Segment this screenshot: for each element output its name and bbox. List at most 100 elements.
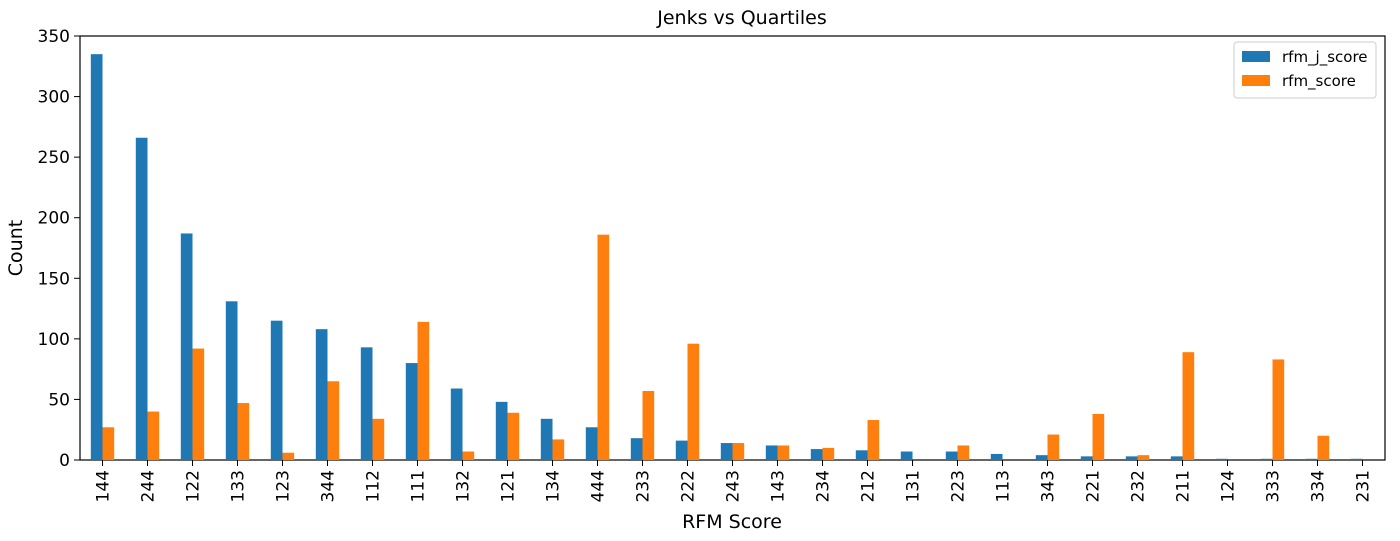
bar-rfm_score-243 xyxy=(732,443,745,460)
x-tick-label: 133 xyxy=(229,470,249,502)
bar-rfm_j_score-212 xyxy=(855,450,868,460)
y-tick-label: 100 xyxy=(38,330,70,350)
x-tick-label: 121 xyxy=(499,470,519,502)
x-tick-label: 222 xyxy=(679,470,699,502)
x-tick-label: 124 xyxy=(1219,470,1239,502)
x-tick-label: 211 xyxy=(1174,470,1194,502)
x-tick-label: 212 xyxy=(859,470,879,502)
x-tick-label: 144 xyxy=(94,470,114,502)
bar-rfm_j_score-132 xyxy=(450,388,463,460)
bar-rfm_j_score-344 xyxy=(315,329,328,460)
legend: rfm_j_score rfm_score xyxy=(1233,41,1377,99)
x-tick-label: 131 xyxy=(904,470,924,502)
y-tick-label: 300 xyxy=(38,88,70,108)
bar-rfm_j_score-231 xyxy=(1350,458,1363,460)
x-tick-label: 112 xyxy=(364,470,384,502)
bar-rfm_score-334 xyxy=(1317,435,1330,460)
chart-title: Jenks vs Quartiles xyxy=(656,7,827,29)
bar-rfm_j_score-243 xyxy=(720,443,733,460)
bar-rfm_score-344 xyxy=(327,381,340,460)
bar-rfm_j_score-334 xyxy=(1305,458,1318,460)
x-tick-label: 244 xyxy=(139,470,159,502)
x-tick-label: 134 xyxy=(544,470,564,502)
x-tick-label: 333 xyxy=(1264,470,1284,502)
x-tick-label: 122 xyxy=(184,470,204,502)
x-tick-label: 343 xyxy=(1039,470,1059,502)
bar-rfm_j_score-112 xyxy=(360,347,373,460)
y-axis-title: Count xyxy=(5,220,27,276)
x-tick-label: 223 xyxy=(949,470,969,502)
bar-rfm_j_score-134 xyxy=(540,418,553,460)
bar-rfm_score-112 xyxy=(372,418,385,460)
bar-rfm_score-221 xyxy=(1092,413,1105,460)
bar-rfm_score-132 xyxy=(462,451,475,460)
bar-rfm_j_score-143 xyxy=(765,445,778,460)
x-tick-label: 234 xyxy=(814,470,834,502)
plot-area: 0 50 100 150 200 250 300 350 144 244 122 133 123 344 1… xyxy=(38,27,1386,502)
bar-rfm_j_score-122 xyxy=(180,233,193,460)
bar-rfm_j_score-111 xyxy=(405,363,418,460)
bar-rfm_score-133 xyxy=(237,403,250,460)
x-tick-label: 143 xyxy=(769,470,789,502)
bar-rfm_j_score-343 xyxy=(1035,455,1048,460)
bar-rfm_j_score-232 xyxy=(1125,456,1138,460)
x-tick-label: 344 xyxy=(319,470,339,502)
legend-swatch-rfm_score xyxy=(1242,75,1270,86)
x-tick-label: 233 xyxy=(634,470,654,502)
bar-rfm_j_score-221 xyxy=(1080,456,1093,460)
x-tick-label: 444 xyxy=(589,470,609,502)
legend-label-rfm_score: rfm_score xyxy=(1282,72,1356,91)
y-tick-label: 250 xyxy=(38,148,70,168)
bar-rfm_j_score-124 xyxy=(1215,458,1228,460)
bar-rfm_score-211 xyxy=(1182,352,1195,460)
x-axis-title: RFM Score xyxy=(682,511,782,533)
y-tick-label: 150 xyxy=(38,269,70,289)
x-tick-label: 243 xyxy=(724,470,744,502)
bar-rfm_score-212 xyxy=(867,420,880,460)
bar-rfm_score-111 xyxy=(417,321,430,460)
bar-rfm_j_score-233 xyxy=(630,438,643,460)
x-tick-label: 232 xyxy=(1129,470,1149,502)
bar-rfm_j_score-113 xyxy=(990,453,1003,460)
bar-rfm_score-222 xyxy=(687,343,700,460)
bar-rfm_score-121 xyxy=(507,412,520,460)
bar-rfm_j_score-123 xyxy=(270,320,283,460)
y-tick-label: 200 xyxy=(38,209,70,229)
x-tick-label: 334 xyxy=(1309,470,1329,502)
bar-rfm_score-244 xyxy=(147,411,160,460)
x-tick-label: 111 xyxy=(409,470,429,502)
bar-rfm_score-343 xyxy=(1047,434,1060,460)
x-tick-label: 113 xyxy=(994,470,1014,502)
bar-rfm_score-232 xyxy=(1137,455,1150,460)
bar-rfm_score-234 xyxy=(822,447,835,460)
y-tick-label: 50 xyxy=(48,390,70,410)
bar-rfm_j_score-131 xyxy=(900,451,913,460)
bar-rfm_score-333 xyxy=(1272,359,1285,460)
bar-rfm_score-144 xyxy=(102,427,115,460)
bar-rfm_j_score-144 xyxy=(90,54,103,461)
x-tick-label: 231 xyxy=(1354,470,1374,502)
bar-rfm_j_score-333 xyxy=(1260,458,1273,460)
bar-rfm_score-122 xyxy=(192,348,205,460)
bar-rfm_score-134 xyxy=(552,439,565,460)
bar-rfm_j_score-223 xyxy=(945,451,958,460)
legend-swatch-rfm_j_score xyxy=(1242,51,1270,62)
x-tick-label: 123 xyxy=(274,470,294,502)
bar-rfm_score-143 xyxy=(777,445,790,460)
bar-rfm_score-123 xyxy=(282,452,295,460)
bar-rfm_score-223 xyxy=(957,445,970,460)
bar-rfm_score-233 xyxy=(642,390,655,460)
y-tick-label: 0 xyxy=(59,451,70,471)
x-tick-label: 132 xyxy=(454,470,474,502)
bar-rfm_j_score-211 xyxy=(1170,456,1183,460)
legend-label-rfm_j_score: rfm_j_score xyxy=(1282,48,1368,67)
bar-rfm_j_score-222 xyxy=(675,440,688,460)
y-tick-label: 350 xyxy=(38,27,70,47)
bar-rfm_j_score-444 xyxy=(585,427,598,460)
bar-rfm_j_score-121 xyxy=(495,401,508,460)
bar-rfm_j_score-234 xyxy=(810,449,823,460)
bar-rfm_j_score-244 xyxy=(135,137,148,460)
x-tick-label: 221 xyxy=(1084,470,1104,502)
